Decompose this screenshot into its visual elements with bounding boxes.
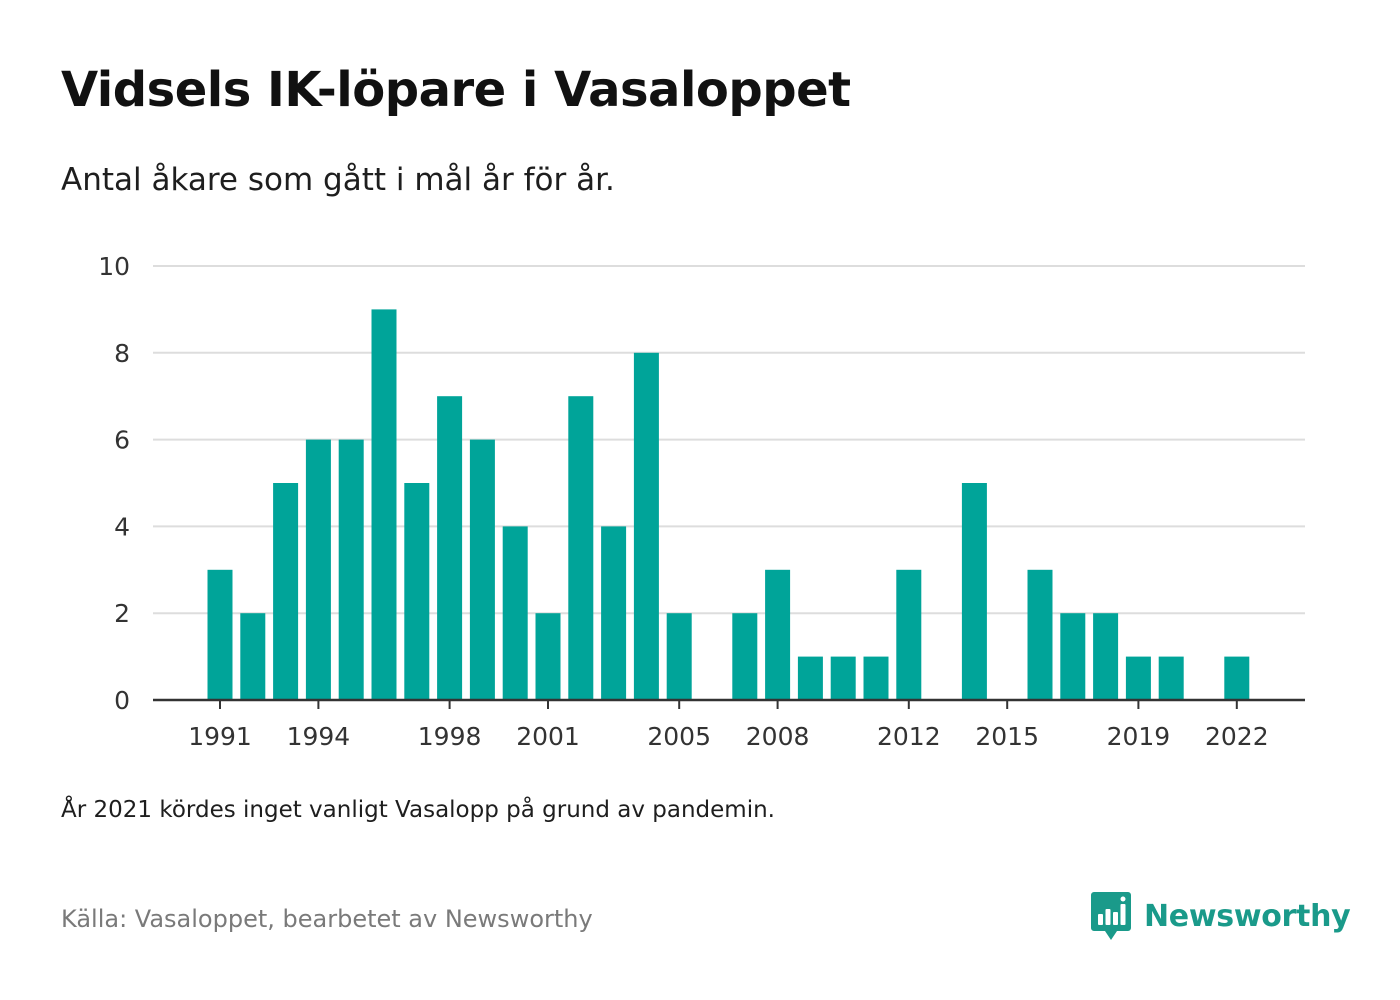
chart-subtitle: Antal åkare som gått i mål år för år. — [61, 162, 615, 198]
chart-title: Vidsels IK-löpare i Vasaloppet — [61, 62, 851, 118]
x-tick-label: 2005 — [647, 722, 711, 751]
y-tick-label: 0 — [114, 686, 130, 715]
x-tick-label: 2012 — [877, 722, 941, 751]
x-tick-label: 2008 — [746, 722, 810, 751]
x-tick-label: 2001 — [516, 722, 580, 751]
bar-2005 — [666, 613, 692, 700]
bar-2018 — [1093, 613, 1119, 700]
bar-1993 — [273, 483, 299, 700]
bar-2014 — [961, 483, 987, 700]
x-tick-label: 2022 — [1205, 722, 1269, 751]
bar-2003 — [601, 526, 627, 700]
x-axis-ticks: 1991 1994 1998 2001 2005 2008 2012 2015 2019 2022 — [188, 700, 1269, 751]
bar-2001 — [535, 613, 561, 700]
bar-1991 — [207, 569, 233, 700]
bar-1996 — [371, 309, 397, 700]
newsworthy-logo-icon — [1091, 892, 1131, 940]
y-tick-label: 2 — [114, 599, 130, 628]
x-tick-label: 1991 — [188, 722, 252, 751]
y-tick-label: 8 — [114, 339, 130, 368]
x-tick-label: 2019 — [1107, 722, 1171, 751]
bar-2017 — [1060, 613, 1086, 700]
bar-2004 — [633, 352, 659, 700]
y-axis-ticks: 0 2 4 6 8 10 — [98, 252, 130, 715]
chart-note: År 2021 kördes inget vanligt Vasalopp på… — [61, 797, 775, 823]
x-tick-label: 2015 — [975, 722, 1039, 751]
bar-2007 — [732, 613, 758, 700]
brand: Newsworthy — [1090, 890, 1351, 942]
bar-2002 — [568, 396, 594, 700]
bar-2010 — [830, 656, 856, 700]
source-credit: Källa: Vasaloppet, bearbetet av Newswort… — [61, 905, 593, 933]
bar-2020 — [1158, 656, 1184, 700]
bar-1999 — [469, 439, 495, 700]
x-tick-label: 1998 — [418, 722, 482, 751]
bar-2008 — [765, 569, 791, 700]
bar-1994 — [305, 439, 331, 700]
bar-1995 — [338, 439, 364, 700]
bar-2009 — [797, 656, 823, 700]
y-tick-label: 4 — [114, 512, 130, 541]
bar-2011 — [863, 656, 889, 700]
bar-1998 — [437, 396, 463, 700]
x-tick-label: 1994 — [287, 722, 351, 751]
y-tick-label: 10 — [98, 252, 130, 281]
bar-2019 — [1125, 656, 1151, 700]
bar-1997 — [404, 483, 430, 700]
y-tick-label: 6 — [114, 426, 130, 455]
bar-2000 — [502, 526, 528, 700]
bar-1992 — [240, 613, 266, 700]
bar-2016 — [1027, 569, 1053, 700]
brand-name: Newsworthy — [1144, 898, 1351, 934]
bar-2022 — [1224, 656, 1250, 700]
bars — [207, 309, 1250, 700]
bar-2012 — [896, 569, 922, 700]
